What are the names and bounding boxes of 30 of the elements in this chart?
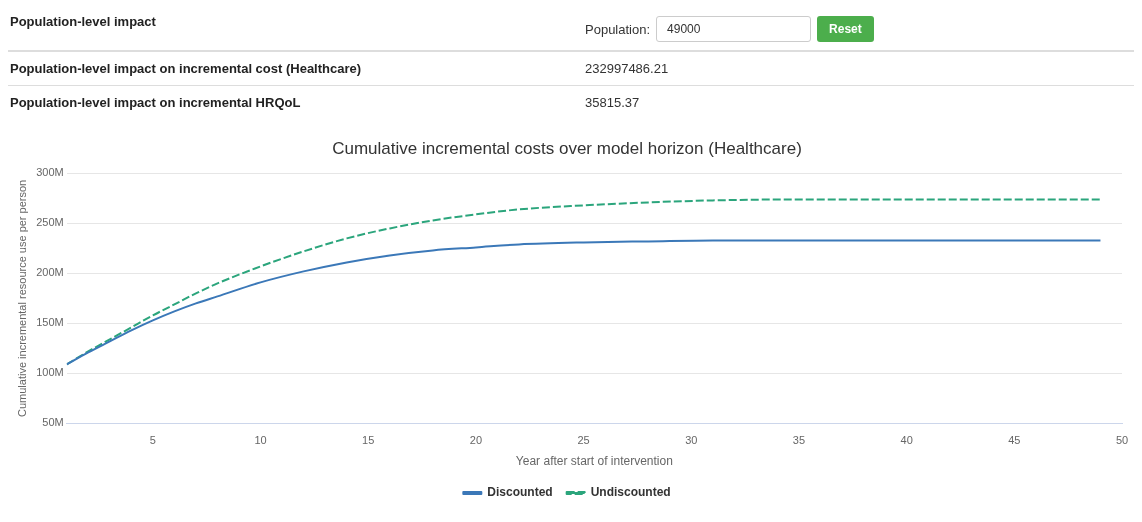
x-tick-label: 35 xyxy=(792,434,806,447)
x-tick-label: 50 xyxy=(1115,434,1129,447)
y-axis-title: Cumulative incremental resource use per person xyxy=(15,179,28,418)
reset-button: Reset xyxy=(817,16,874,42)
text: Population: xyxy=(585,21,651,37)
text: Population-level impact on incremental cost (Healthcare) xyxy=(9,61,363,76)
y-tick-label: 50M xyxy=(42,416,64,429)
x-tick-label: 20 xyxy=(469,434,483,447)
x-tick-label: 45 xyxy=(1008,434,1021,447)
x-tick-label: 10 xyxy=(254,434,267,447)
x-tick-label: 40 xyxy=(900,434,913,447)
x-tick-label: 15 xyxy=(362,434,375,447)
text: Population-level impact xyxy=(9,13,157,29)
x-tick-label: 30 xyxy=(685,434,698,447)
x-tick-label: 25 xyxy=(577,434,590,447)
legend-label: Undiscounted xyxy=(590,485,671,500)
y-tick-label: 150M xyxy=(36,316,64,329)
y-tick-label: 300M xyxy=(36,166,64,179)
text: 35815.37 xyxy=(585,95,640,110)
text: Population-level impact on incremental HRQoL xyxy=(9,95,302,110)
chart-title: Cumulative incremental costs over model horizon (Healthcare) xyxy=(332,138,802,158)
y-tick-label: 100M xyxy=(36,366,64,379)
x-tick-label: 5 xyxy=(149,434,156,447)
y-tick-label: 250M xyxy=(36,216,64,229)
y-tick-label: 200M xyxy=(36,266,64,279)
x-axis-title: Year after start of intervention xyxy=(515,454,673,469)
text-field: 49000 xyxy=(656,16,812,42)
text: 232997486.21 xyxy=(585,61,669,76)
line-series xyxy=(66,239,1102,366)
legend-label: Discounted xyxy=(487,485,553,500)
